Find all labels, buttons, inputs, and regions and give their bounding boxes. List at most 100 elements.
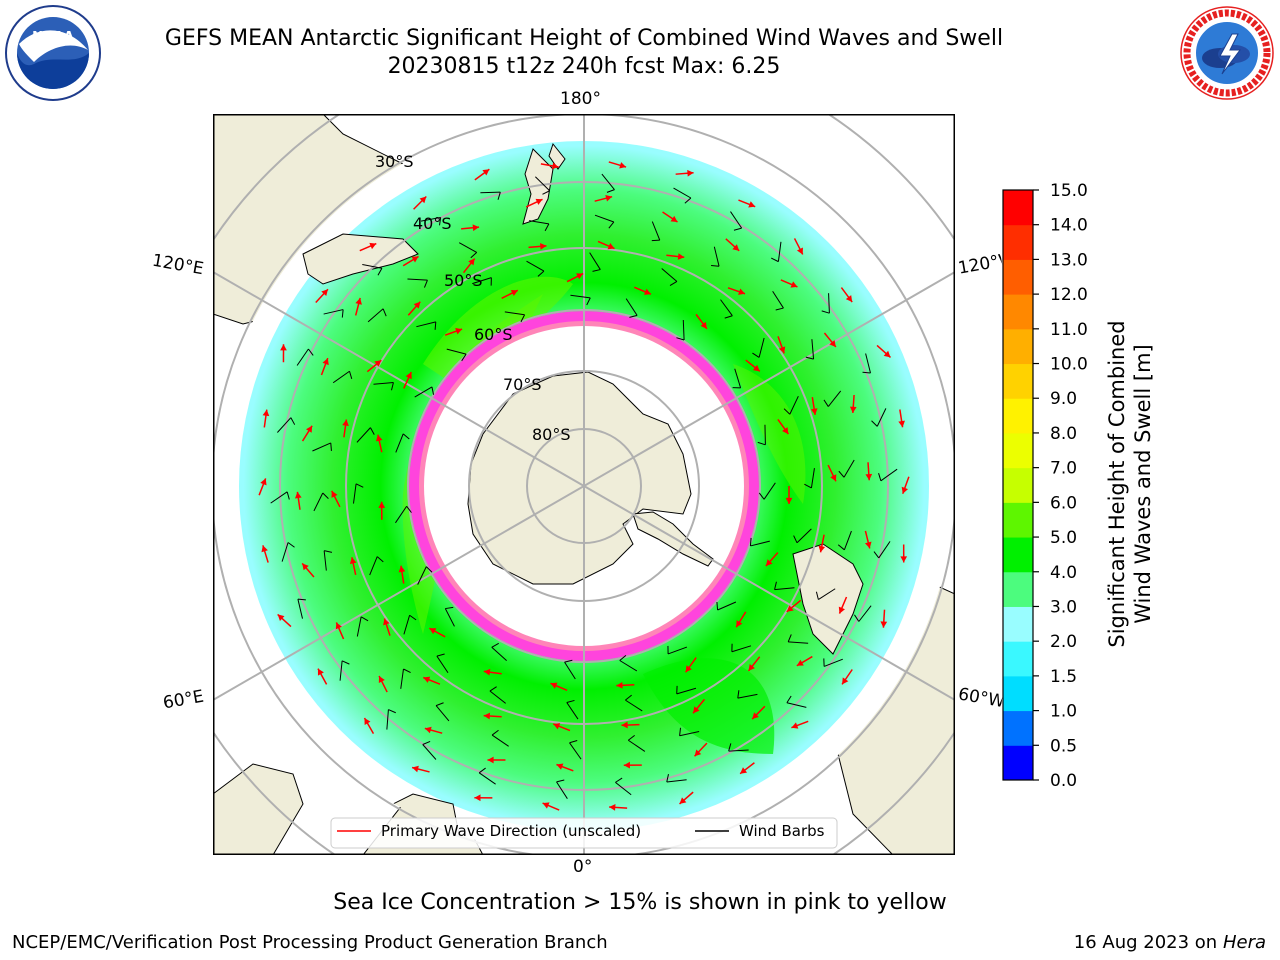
wind-barb [323, 309, 344, 318]
wave-arrow [552, 723, 571, 732]
colorbar-tick-label-9: 7.0 [1050, 459, 1077, 479]
wave-arrow [823, 332, 837, 348]
wave-arrow [359, 242, 377, 252]
wind-barb [436, 653, 449, 674]
wave-arrow [411, 765, 430, 773]
wave-arrow [402, 255, 419, 267]
colorbar-tick-label-4: 2.0 [1050, 632, 1077, 652]
wind-barb [589, 252, 601, 272]
footer-machine: Hera [1222, 932, 1266, 953]
wind-barb [862, 353, 871, 374]
wave-arrow [675, 169, 694, 177]
colorbar-block-9 [1003, 432, 1033, 469]
wave-arrow [280, 344, 287, 363]
wind-barb [716, 601, 737, 611]
lon-label-120w: 120°W [956, 251, 1004, 279]
wave-arrow [738, 199, 756, 208]
wave-arrow [301, 425, 313, 442]
wind-barb [651, 221, 661, 242]
lat-label-30s: 30°S [375, 152, 414, 171]
wind-barb [749, 537, 770, 547]
colorbar-title-line1: Significant Height of Combined [1105, 320, 1129, 648]
wind-barb [823, 658, 843, 667]
wind-barb [386, 709, 396, 730]
wave-arrow [662, 211, 678, 223]
wave-arrow [694, 742, 708, 757]
colorbar-block-14 [1003, 259, 1033, 295]
wind-barb [594, 214, 615, 229]
colorbar-block-8 [1003, 467, 1033, 503]
wind-barb [774, 581, 795, 591]
nws-logo-icon [1180, 6, 1274, 100]
wind-barb [570, 294, 591, 306]
colorbar-block-3 [1003, 641, 1033, 677]
wave-arrow [542, 802, 560, 811]
wave-arrow [354, 297, 362, 316]
map-frame [213, 114, 955, 855]
wind-barb [837, 530, 852, 551]
wave-arrow [785, 486, 793, 504]
wind-barb [491, 729, 509, 747]
wind-barb [417, 566, 433, 585]
wind-barb [281, 542, 295, 562]
wind-barb [296, 348, 314, 366]
colorbar-tick-label-10: 8.0 [1050, 424, 1077, 444]
wind-barb [369, 556, 384, 576]
lon-label-0: 0° [573, 857, 593, 877]
wave-arrow [865, 462, 873, 481]
wind-barb [491, 642, 507, 662]
wave-arrow [827, 464, 837, 482]
wave-arrow [261, 545, 269, 563]
colorbar-block-0 [1003, 745, 1033, 781]
wind-barb [804, 468, 815, 489]
wind-barb [786, 695, 807, 708]
wind-barb [480, 191, 501, 200]
wave-arrow [679, 791, 694, 805]
wind-barb [526, 260, 545, 277]
wave-arrow [838, 596, 848, 614]
wind-barb [395, 505, 412, 524]
wind-barb [478, 767, 496, 785]
wave-arrow [366, 359, 382, 373]
wave-arrow [901, 476, 910, 494]
wave-arrow [258, 478, 267, 496]
wave-arrow [786, 599, 802, 613]
wind-barb [805, 339, 815, 360]
wave-arrow [727, 287, 746, 295]
wave-arrow [378, 675, 388, 693]
wind-barb [403, 614, 417, 635]
footer-credit: NCEP/EMC/Verification Post Processing Pr… [12, 932, 608, 953]
wind-barb [270, 491, 290, 504]
wave-arrow [320, 357, 329, 376]
wave-arrow [745, 359, 761, 372]
wind-barb [569, 740, 582, 760]
wind-barb [535, 176, 550, 195]
wind-barb [752, 337, 765, 358]
wave-arrow [841, 669, 853, 685]
wind-barb [728, 743, 749, 752]
footer-date: 16 Aug 2023 on Hera [1074, 932, 1266, 953]
wind-barb [407, 278, 428, 288]
wind-barb [676, 685, 697, 695]
wave-arrow [483, 712, 502, 720]
wind-barb [414, 386, 435, 398]
wind-barb [793, 528, 812, 544]
wind-barb [435, 702, 450, 722]
wave-arrow [363, 717, 375, 734]
colorbar-tick-label-16: 14.0 [1050, 216, 1088, 236]
wind-barb [313, 492, 329, 512]
wind-barb [297, 598, 306, 619]
wind-barb [823, 390, 842, 407]
colorbar-tick-label-0: 0.0 [1050, 771, 1077, 791]
wind-barb [566, 699, 579, 720]
wave-arrow [780, 279, 798, 288]
wave-arrow [777, 418, 789, 435]
wind-barb [673, 187, 692, 204]
wind-barb [420, 216, 442, 226]
wind-barb [312, 442, 332, 452]
wave-arrow [898, 409, 905, 428]
lat-label-80s: 80°S [532, 425, 571, 444]
wind-barb [395, 433, 410, 453]
wind-barb [676, 319, 685, 341]
wave-arrow [864, 530, 872, 549]
